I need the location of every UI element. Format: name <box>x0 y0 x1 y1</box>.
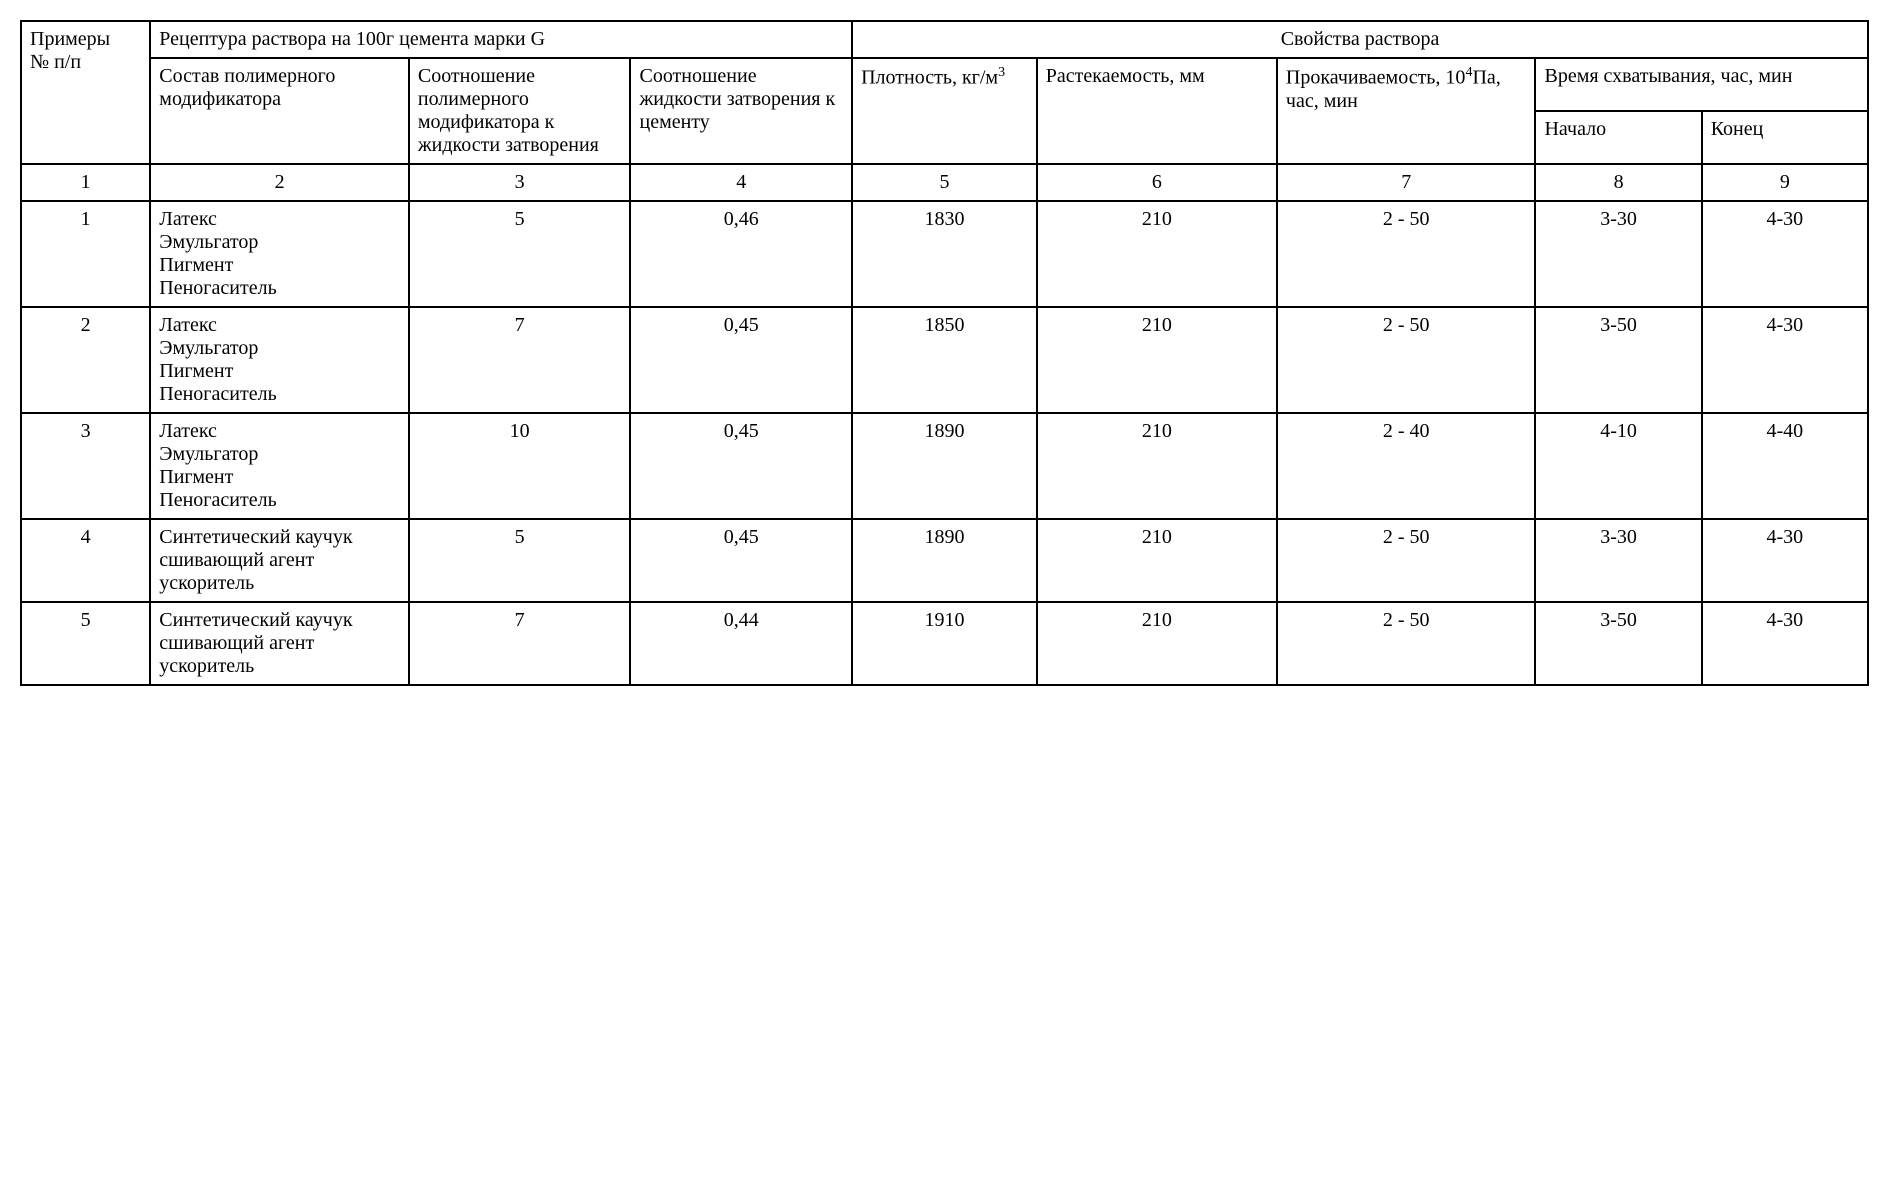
cell-spreadability: 210 <box>1037 413 1277 519</box>
cell-density: 1890 <box>852 413 1037 519</box>
cell-ratio-liquid-cement: 0,45 <box>630 307 852 413</box>
col-num: 1 <box>21 164 150 201</box>
col-header-composition: Состав полимерного модификатора <box>150 58 409 164</box>
col-header-set-time: Время схватывания, час, мин <box>1535 58 1868 111</box>
cell-ratio-mod-liquid: 7 <box>409 602 631 685</box>
col-num: 8 <box>1535 164 1701 201</box>
density-sup: 3 <box>998 65 1005 80</box>
cell-composition: Латекс Эмульгатор Пигмент Пеногаситель <box>150 307 409 413</box>
cell-pumpability: 2 - 50 <box>1277 307 1536 413</box>
table-body: 1Латекс Эмульгатор Пигмент Пеногаситель5… <box>21 201 1868 685</box>
cell-n: 2 <box>21 307 150 413</box>
table-row: 1Латекс Эмульгатор Пигмент Пеногаситель5… <box>21 201 1868 307</box>
table-row: 5Синтетический каучук сшивающий агент ус… <box>21 602 1868 685</box>
cell-set-start: 3-50 <box>1535 602 1701 685</box>
col-num: 9 <box>1702 164 1868 201</box>
table-header: Примеры № п/п Рецептура раствора на 100г… <box>21 21 1868 201</box>
cell-n: 3 <box>21 413 150 519</box>
cell-ratio-liquid-cement: 0,45 <box>630 519 852 602</box>
cell-ratio-liquid-cement: 0,45 <box>630 413 852 519</box>
cell-n: 4 <box>21 519 150 602</box>
table-row: 4Синтетический каучук сшивающий агент ус… <box>21 519 1868 602</box>
col-header-set-start: Начало <box>1535 111 1701 164</box>
cell-spreadability: 210 <box>1037 602 1277 685</box>
cell-ratio-mod-liquid: 10 <box>409 413 631 519</box>
cell-spreadability: 210 <box>1037 201 1277 307</box>
cell-set-start: 3-50 <box>1535 307 1701 413</box>
cell-composition: Синтетический каучук сшивающий агент уск… <box>150 602 409 685</box>
cell-set-end: 4-30 <box>1702 307 1868 413</box>
cell-density: 1850 <box>852 307 1037 413</box>
col-num: 7 <box>1277 164 1536 201</box>
cell-composition: Синтетический каучук сшивающий агент уск… <box>150 519 409 602</box>
cement-data-table: Примеры № п/п Рецептура раствора на 100г… <box>20 20 1869 686</box>
cell-spreadability: 210 <box>1037 307 1277 413</box>
cell-pumpability: 2 - 50 <box>1277 201 1536 307</box>
cell-pumpability: 2 - 50 <box>1277 602 1536 685</box>
cell-set-end: 4-30 <box>1702 519 1868 602</box>
cell-ratio-mod-liquid: 5 <box>409 201 631 307</box>
col-header-props-group: Свойства раствора <box>852 21 1868 58</box>
cell-n: 1 <box>21 201 150 307</box>
col-header-spreadability: Растекаемость, мм <box>1037 58 1277 164</box>
col-header-recipe-group: Рецептура раствора на 100г цемента марки… <box>150 21 852 58</box>
cell-ratio-mod-liquid: 5 <box>409 519 631 602</box>
column-number-row: 1 2 3 4 5 6 7 8 9 <box>21 164 1868 201</box>
col-header-density: Плотность, кг/м3 <box>852 58 1037 164</box>
table-row: 2Латекс Эмульгатор Пигмент Пеногаситель7… <box>21 307 1868 413</box>
cell-pumpability: 2 - 40 <box>1277 413 1536 519</box>
cell-density: 1910 <box>852 602 1037 685</box>
cell-pumpability: 2 - 50 <box>1277 519 1536 602</box>
col-header-set-end: Конец <box>1702 111 1868 164</box>
col-num: 3 <box>409 164 631 201</box>
col-header-ratio-liquid-cement: Соотношение жидкости затворения к цемент… <box>630 58 852 164</box>
cell-density: 1890 <box>852 519 1037 602</box>
cell-ratio-mod-liquid: 7 <box>409 307 631 413</box>
pumpability-prefix: Прокачиваемость, 10 <box>1286 67 1466 89</box>
cell-set-end: 4-40 <box>1702 413 1868 519</box>
cell-composition: Латекс Эмульгатор Пигмент Пеногаситель <box>150 413 409 519</box>
col-num: 2 <box>150 164 409 201</box>
cell-spreadability: 210 <box>1037 519 1277 602</box>
table-row: 3Латекс Эмульгатор Пигмент Пеногаситель1… <box>21 413 1868 519</box>
cell-set-start: 4-10 <box>1535 413 1701 519</box>
cell-density: 1830 <box>852 201 1037 307</box>
col-header-examples: Примеры № п/п <box>21 21 150 164</box>
cell-composition: Латекс Эмульгатор Пигмент Пеногаситель <box>150 201 409 307</box>
cell-set-start: 3-30 <box>1535 201 1701 307</box>
cell-set-end: 4-30 <box>1702 602 1868 685</box>
col-num: 4 <box>630 164 852 201</box>
cell-set-start: 3-30 <box>1535 519 1701 602</box>
density-prefix: Плотность, кг/м <box>861 67 998 89</box>
cell-ratio-liquid-cement: 0,44 <box>630 602 852 685</box>
col-header-pumpability: Прокачиваемость, 104Па, час, мин <box>1277 58 1536 164</box>
cell-n: 5 <box>21 602 150 685</box>
cell-ratio-liquid-cement: 0,46 <box>630 201 852 307</box>
cell-set-end: 4-30 <box>1702 201 1868 307</box>
col-num: 5 <box>852 164 1037 201</box>
col-header-ratio-mod-liquid: Соотношение полимерного модификатора к ж… <box>409 58 631 164</box>
col-num: 6 <box>1037 164 1277 201</box>
